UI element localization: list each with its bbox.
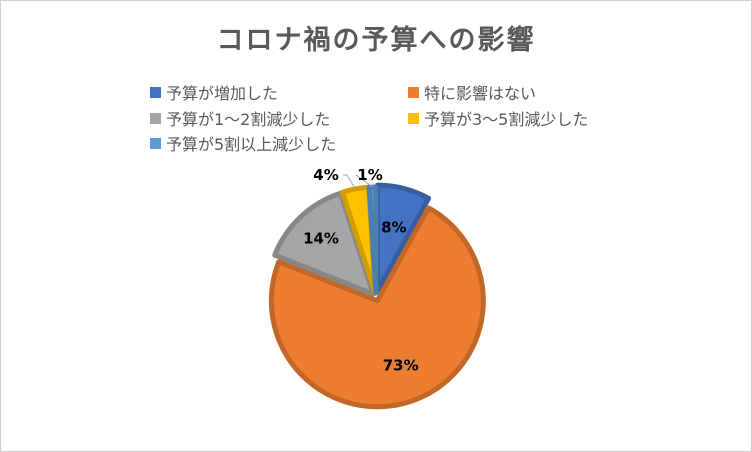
- legend-swatch: [150, 112, 161, 124]
- legend-swatch: [150, 86, 161, 98]
- pie-slice: [268, 205, 486, 410]
- legend-label: 予算が増加した: [166, 84, 279, 103]
- legend-label: 予算が3〜5割減少した: [424, 110, 589, 129]
- legend-item-no-effect: 特に影響はない: [408, 80, 536, 104]
- slice-data-label: 14%: [303, 229, 339, 247]
- leader-line: [355, 174, 373, 188]
- legend-label: 特に影響はない: [424, 84, 537, 103]
- legend-item-increase: 予算が増加した: [150, 80, 278, 104]
- legend-item-decrease-1-2: 予算が1〜2割減少した: [150, 106, 330, 130]
- slice-data-label: 1%: [357, 166, 382, 184]
- chart-title: コロナ禍の予算への影響: [216, 25, 536, 56]
- legend-label: 予算が1〜2割減少した: [166, 110, 331, 129]
- legend-item-decrease-3-5: 予算が3〜5割減少した: [408, 106, 588, 130]
- legend-swatch: [408, 112, 419, 124]
- legend-swatch: [150, 137, 161, 149]
- slice-data-label: 4%: [313, 166, 338, 184]
- legend-swatch: [408, 86, 419, 98]
- slice-data-label: 73%: [383, 357, 419, 375]
- legend-label: 予算が5割以上減少した: [166, 135, 337, 154]
- slice-data-label: 8%: [381, 219, 406, 237]
- legend-item-decrease-5plus: 予算が5割以上減少した: [150, 131, 336, 155]
- leader-line: [343, 174, 356, 190]
